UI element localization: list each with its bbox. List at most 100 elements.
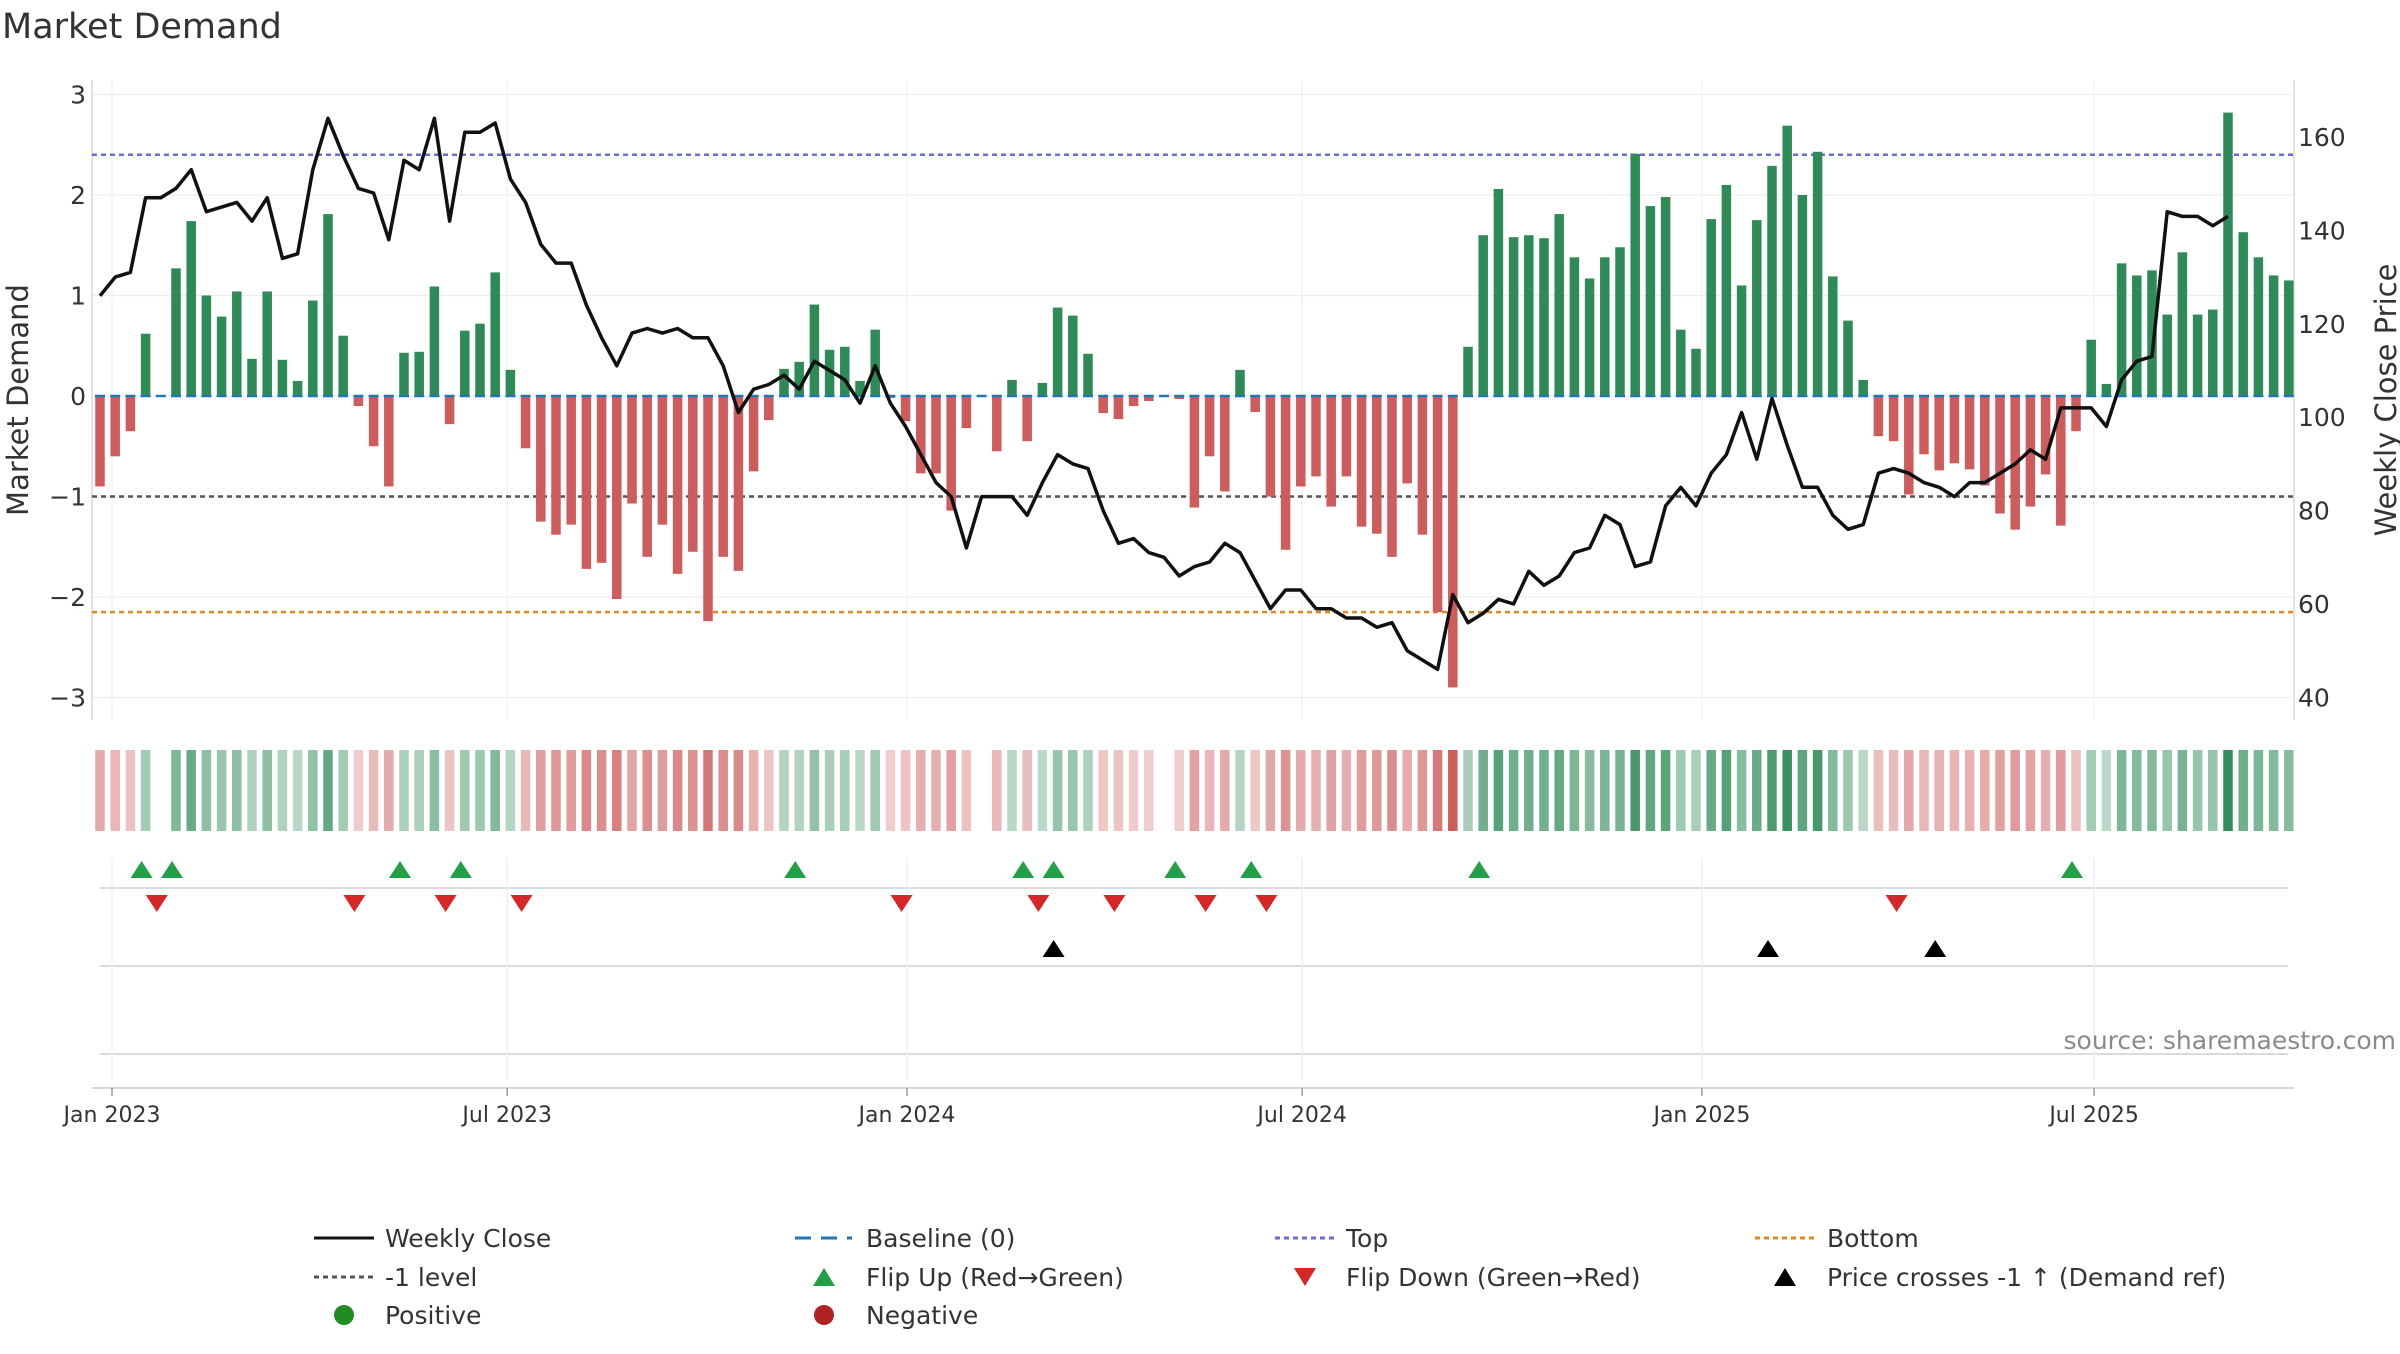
- demand-bar: [323, 214, 333, 396]
- strip-cell: [824, 750, 835, 831]
- strip-cell: [2086, 750, 2096, 831]
- strip-cell: [1432, 750, 1443, 831]
- demand-bar: [444, 396, 455, 425]
- strip-cell: [2177, 750, 2188, 831]
- demand-bar: [2238, 232, 2248, 396]
- strip-cell: [1144, 750, 1154, 831]
- demand-bar: [1660, 197, 1671, 396]
- strip-cell: [368, 750, 379, 831]
- demand-bar: [2223, 112, 2233, 396]
- legend-item-price-cross: Price crosses -1 ↑ (Demand ref): [1774, 1263, 2226, 1292]
- strip-cell: [612, 750, 622, 831]
- strip-cell: [1022, 750, 1032, 831]
- demand-bar: [1220, 396, 1230, 492]
- demand-bar: [2147, 270, 2157, 396]
- demand-bar: [1691, 348, 1701, 396]
- strip-cell: [1417, 750, 1428, 831]
- price-cross-marker: [1757, 940, 1779, 957]
- demand-bar: [1174, 396, 1184, 400]
- flip-down-marker: [343, 895, 366, 912]
- demand-bar: [1493, 188, 1504, 396]
- demand-bar: [2071, 396, 2081, 432]
- demand-bar: [794, 361, 804, 396]
- strip-cell: [353, 750, 364, 831]
- demand-bar: [748, 396, 759, 472]
- strip-cell: [247, 750, 257, 831]
- demand-bar: [1402, 396, 1412, 484]
- strip-cell: [232, 750, 242, 831]
- demand-bar: [1721, 184, 1732, 396]
- strip-cell: [1402, 750, 1412, 831]
- strip-cell: [1037, 750, 1048, 831]
- demand-bar: [186, 221, 196, 396]
- strip-cell: [900, 750, 911, 831]
- strip-cell: [1372, 750, 1382, 831]
- strip-cell: [2192, 750, 2203, 831]
- y-left-tick-label: −3: [49, 684, 86, 713]
- strip-cell: [1782, 750, 1792, 831]
- strip-cell: [748, 750, 759, 831]
- demand-bar: [1098, 396, 1108, 414]
- legend: Weekly Close Baseline (0) Top Bottom -1 …: [314, 1224, 2226, 1330]
- y-right-tick-label: 80: [2298, 497, 2330, 526]
- strip-cell: [1280, 750, 1291, 831]
- strip-cell: [186, 750, 196, 831]
- demand-bar: [1280, 396, 1291, 550]
- demand-bar: [824, 349, 835, 396]
- strip-cell: [1539, 750, 1549, 831]
- demand-bar: [1341, 396, 1352, 477]
- strip-cell: [1569, 750, 1580, 831]
- legend-swatch-positive: [334, 1305, 354, 1325]
- demand-bar: [2177, 252, 2188, 396]
- legend-label-positive: Positive: [385, 1301, 481, 1330]
- strip-cell: [672, 750, 683, 831]
- demand-bar: [1128, 396, 1139, 407]
- demand-bar: [2086, 339, 2096, 396]
- demand-bar: [1949, 396, 1960, 464]
- strip-cell: [1888, 750, 1899, 831]
- strip-cell: [946, 750, 956, 831]
- demand-bar: [1752, 220, 1762, 396]
- demand-bar: [171, 268, 181, 396]
- y-right-tick-label: 100: [2298, 403, 2346, 432]
- demand-bar: [703, 396, 713, 622]
- y-left-tick-label: 3: [70, 81, 86, 110]
- legend-item-baseline: Baseline (0): [795, 1224, 1015, 1253]
- strip-cell: [1387, 750, 1397, 831]
- demand-bar: [1615, 247, 1625, 396]
- legend-label-negative: Negative: [866, 1301, 978, 1330]
- strip-cell: [125, 750, 136, 831]
- strip-cell: [1083, 750, 1093, 831]
- strip-cell: [1326, 750, 1336, 831]
- demand-heat-strip: [95, 750, 2294, 831]
- demand-bar: [1478, 235, 1488, 396]
- flip-up-marker: [1468, 861, 1491, 878]
- strip-cell: [566, 750, 576, 831]
- demand-bar: [1311, 396, 1321, 477]
- legend-swatch-flip-up: [813, 1268, 835, 1286]
- strip-cell: [885, 750, 896, 831]
- x-tick-label: Jul 2024: [1255, 1103, 1347, 1128]
- demand-bar: [353, 396, 364, 407]
- strip-cell: [201, 750, 212, 831]
- demand-bar: [1539, 238, 1549, 396]
- strip-cell: [764, 750, 774, 831]
- y-left-tick-label: 1: [70, 282, 86, 311]
- demand-bar: [855, 380, 865, 396]
- strip-cell: [1296, 750, 1306, 831]
- strip-cell: [1660, 750, 1671, 831]
- demand-bar: [1843, 320, 1853, 396]
- demand-bar: [399, 352, 409, 396]
- demand-bar: [292, 380, 303, 396]
- x-tick-label: Jan 2023: [62, 1103, 161, 1128]
- strip-cell: [1478, 750, 1488, 831]
- demand-bar: [916, 396, 926, 474]
- strip-cell: [642, 750, 652, 831]
- demand-bar: [688, 396, 698, 552]
- event-markers: [130, 861, 2083, 957]
- left-axis-ticks: 3 2 1 0 −1 −2 −3: [49, 81, 86, 713]
- legend-item-minus-one: -1 level: [314, 1263, 477, 1292]
- demand-bar: [1888, 396, 1899, 442]
- demand-bar: [551, 396, 561, 535]
- legend-swatch-negative: [814, 1305, 834, 1325]
